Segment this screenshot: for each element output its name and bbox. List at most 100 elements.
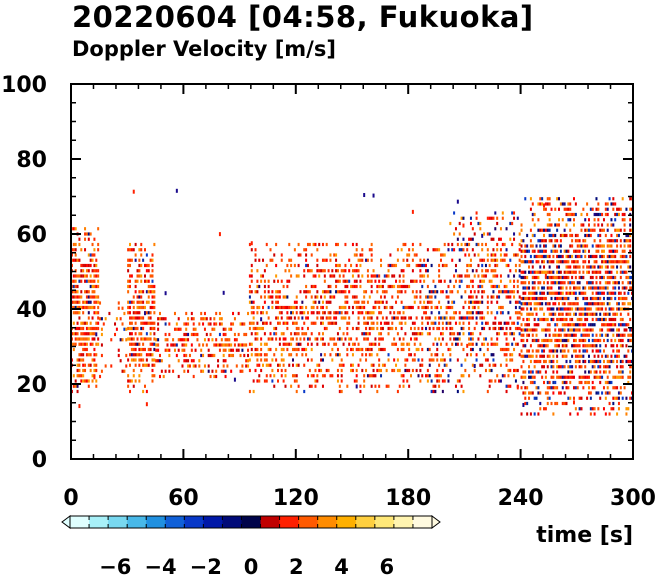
- velocity-mark: [89, 305, 92, 310]
- velocity-mark: [528, 286, 531, 290]
- velocity-mark: [366, 321, 369, 325]
- velocity-mark: [233, 338, 236, 342]
- velocity-mark: [539, 302, 542, 306]
- velocity-mark: [604, 412, 607, 416]
- velocity-mark: [565, 333, 568, 337]
- velocity-mark: [619, 244, 622, 248]
- velocity-mark: [578, 344, 581, 348]
- velocity-mark: [565, 212, 568, 217]
- velocity-mark: [380, 347, 383, 352]
- velocity-mark: [614, 260, 617, 264]
- velocity-mark: [408, 342, 411, 346]
- velocity-mark: [558, 223, 561, 227]
- velocity-mark: [250, 248, 253, 252]
- velocity-mark: [522, 275, 525, 280]
- velocity-mark: [616, 307, 619, 311]
- velocity-mark: [424, 311, 427, 315]
- velocity-mark: [145, 311, 148, 315]
- velocity-mark: [529, 197, 532, 201]
- velocity-mark: [531, 333, 534, 337]
- velocity-mark: [85, 353, 88, 357]
- velocity-mark: [97, 284, 100, 289]
- velocity-mark: [456, 237, 459, 241]
- velocity-mark: [623, 249, 626, 253]
- velocity-mark: [312, 311, 315, 315]
- velocity-mark: [224, 338, 227, 342]
- velocity-mark: [213, 327, 216, 331]
- velocity-mark: [185, 322, 188, 326]
- velocity-mark: [597, 307, 600, 311]
- velocity-mark: [496, 342, 499, 346]
- velocity-mark: [462, 216, 465, 220]
- velocity-mark: [245, 364, 248, 368]
- velocity-mark: [76, 311, 79, 315]
- velocity-mark: [336, 374, 339, 378]
- velocity-mark: [76, 321, 79, 325]
- velocity-mark: [509, 332, 512, 336]
- velocity-mark: [501, 216, 504, 220]
- velocity-mark: [288, 363, 291, 367]
- velocity-mark: [365, 311, 368, 315]
- velocity-mark: [458, 379, 461, 383]
- velocity-mark: [151, 305, 154, 310]
- velocity-mark: [224, 369, 227, 373]
- velocity-mark: [147, 290, 150, 294]
- velocity-mark: [426, 305, 429, 310]
- velocity-mark: [325, 326, 328, 331]
- velocity-mark: [612, 260, 615, 264]
- velocity-mark: [572, 291, 575, 295]
- velocity-mark: [595, 370, 598, 374]
- velocity-mark: [84, 368, 87, 373]
- velocity-mark: [445, 295, 448, 299]
- velocity-mark: [586, 344, 589, 348]
- velocity-mark: [561, 328, 564, 332]
- velocity-mark: [604, 286, 607, 290]
- velocity-mark: [252, 311, 255, 315]
- velocity-mark: [576, 323, 579, 327]
- velocity-mark: [610, 407, 613, 411]
- velocity-mark: [561, 354, 564, 358]
- velocity-mark: [404, 321, 407, 325]
- velocity-mark: [539, 265, 542, 269]
- velocity-mark: [471, 311, 474, 315]
- velocity-mark: [365, 358, 368, 362]
- velocity-mark: [571, 375, 574, 379]
- velocity-mark: [250, 269, 253, 273]
- velocity-mark: [492, 284, 495, 289]
- velocity-mark: [569, 244, 572, 248]
- velocity-mark: [513, 374, 516, 378]
- velocity-mark: [546, 401, 549, 406]
- velocity-mark: [402, 347, 405, 352]
- velocity-mark: [451, 258, 454, 262]
- velocity-mark: [614, 323, 617, 327]
- velocity-mark: [488, 326, 491, 331]
- velocity-mark: [567, 307, 570, 311]
- velocity-mark: [211, 353, 214, 358]
- velocity-mark: [363, 379, 366, 383]
- velocity-mark: [587, 359, 590, 364]
- velocity-mark: [567, 302, 570, 306]
- velocity-mark: [428, 332, 431, 336]
- velocity-mark: [627, 244, 630, 248]
- velocity-mark: [604, 370, 607, 374]
- velocity-mark: [288, 353, 291, 357]
- velocity-mark: [76, 326, 79, 331]
- velocity-mark: [151, 321, 154, 325]
- velocity-mark: [415, 253, 418, 257]
- velocity-mark: [531, 349, 534, 353]
- velocity-mark: [578, 338, 581, 343]
- velocity-mark: [513, 368, 516, 373]
- velocity-mark: [82, 274, 85, 278]
- velocity-mark: [460, 342, 463, 346]
- velocity-mark: [572, 386, 575, 390]
- velocity-mark: [483, 326, 486, 331]
- velocity-mark: [370, 326, 373, 331]
- velocity-mark: [220, 322, 223, 326]
- velocity-mark: [537, 275, 540, 280]
- velocity-mark: [496, 284, 499, 289]
- velocity-mark: [76, 284, 79, 289]
- velocity-mark: [498, 379, 501, 383]
- velocity-mark: [593, 375, 596, 379]
- velocity-mark: [258, 374, 261, 378]
- velocity-mark: [582, 344, 585, 348]
